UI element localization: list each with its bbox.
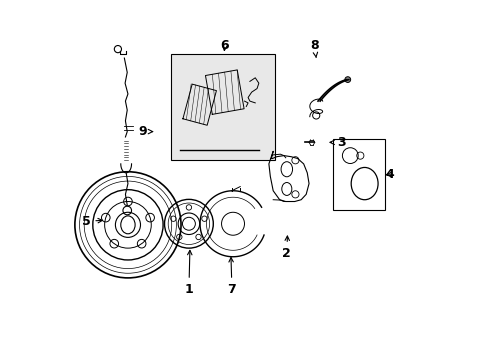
Text: 6: 6 xyxy=(220,39,228,52)
Text: 3: 3 xyxy=(329,136,345,149)
Bar xyxy=(171,54,274,160)
Circle shape xyxy=(344,77,350,82)
Text: 9: 9 xyxy=(138,125,152,138)
Text: 1: 1 xyxy=(184,250,193,296)
Text: 2: 2 xyxy=(282,236,290,260)
Bar xyxy=(333,139,385,211)
Text: 5: 5 xyxy=(81,215,102,228)
Text: 7: 7 xyxy=(227,257,236,296)
Text: 4: 4 xyxy=(385,168,393,181)
Text: 8: 8 xyxy=(309,39,318,58)
